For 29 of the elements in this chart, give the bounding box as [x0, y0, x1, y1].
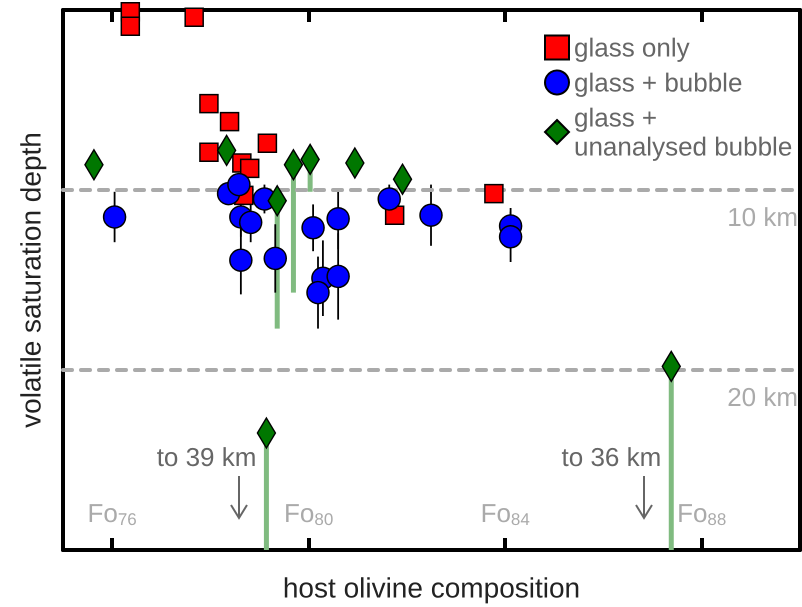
- point: [306, 280, 330, 304]
- legend-label: glass + bubble: [574, 68, 742, 98]
- point: [229, 248, 253, 272]
- point: [184, 7, 204, 27]
- annotation: to 36 km: [562, 442, 662, 472]
- point: [301, 216, 325, 240]
- point: [220, 112, 240, 132]
- point: [326, 264, 350, 288]
- point: [498, 225, 522, 249]
- legend-label: glass only: [574, 32, 690, 62]
- point: [227, 172, 251, 196]
- point: [240, 158, 260, 178]
- point: [238, 210, 262, 234]
- point: [199, 142, 219, 162]
- legend-label: glass + unanalysed bubble: [574, 102, 792, 162]
- point: [258, 133, 278, 153]
- x-axis-title: host olivine composition: [282, 572, 580, 604]
- y-axis-title: volatile saturation depth: [16, 132, 46, 428]
- point: [120, 16, 140, 36]
- ref-line-label: 20 km: [727, 382, 798, 412]
- ref-line-label: 10 km: [727, 202, 798, 232]
- annotation: to 39 km: [156, 442, 256, 472]
- point: [378, 187, 401, 211]
- point: [484, 184, 504, 204]
- point: [264, 246, 288, 270]
- point: [102, 205, 126, 229]
- point: [326, 207, 350, 231]
- point: [419, 203, 443, 227]
- point: [199, 94, 219, 114]
